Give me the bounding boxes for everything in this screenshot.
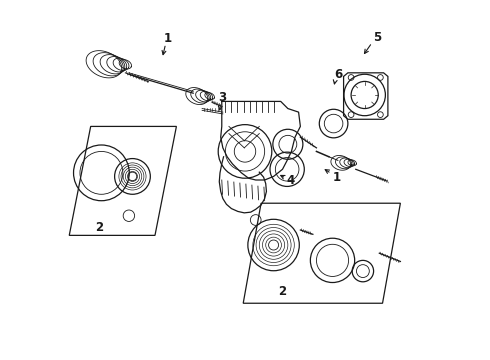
Text: 1: 1 [164, 32, 172, 45]
Text: 5: 5 [373, 31, 381, 44]
Text: 3: 3 [218, 91, 226, 104]
Text: 4: 4 [286, 174, 294, 187]
Text: 2: 2 [96, 221, 104, 234]
Text: 2: 2 [278, 285, 287, 298]
Text: 1: 1 [333, 171, 341, 184]
Text: 6: 6 [334, 68, 342, 81]
